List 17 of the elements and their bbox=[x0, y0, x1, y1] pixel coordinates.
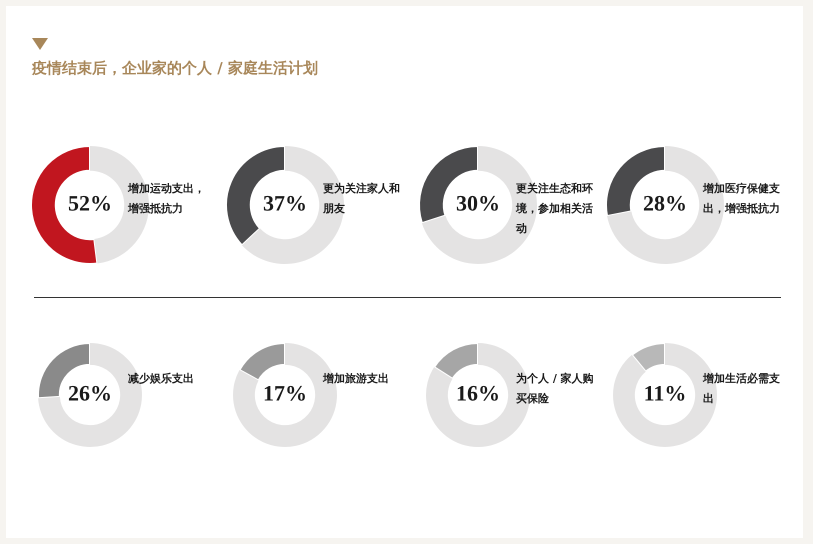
text: 更为关注家人和朋友 bbox=[323, 181, 401, 217]
text: 减少娱乐支出 bbox=[128, 371, 195, 387]
data-label: 16% bbox=[456, 380, 500, 406]
data-label: 52% bbox=[68, 190, 112, 216]
data-label: 11% bbox=[644, 380, 686, 406]
text: 为个人 / 家人购买保险 bbox=[516, 371, 595, 407]
data-label: 26% bbox=[68, 380, 112, 406]
data-label: 30% bbox=[456, 190, 500, 216]
data-label: 28% bbox=[643, 190, 687, 216]
data-label: 37% bbox=[263, 190, 307, 216]
text: 增加医疗保健支出，增强抵抗力 bbox=[703, 181, 781, 217]
text: 疫情结束后，企业家的个人 / 家庭生活计划 bbox=[32, 59, 318, 78]
text: 增加运动支出，增强抵抗力 bbox=[128, 181, 206, 217]
text: 增加生活必需支出 bbox=[703, 371, 781, 407]
data-label: 17% bbox=[263, 380, 307, 406]
text: 增加旅游支出 bbox=[323, 371, 390, 387]
text: 更关注生态和环境，参加相关活动 bbox=[516, 181, 594, 237]
